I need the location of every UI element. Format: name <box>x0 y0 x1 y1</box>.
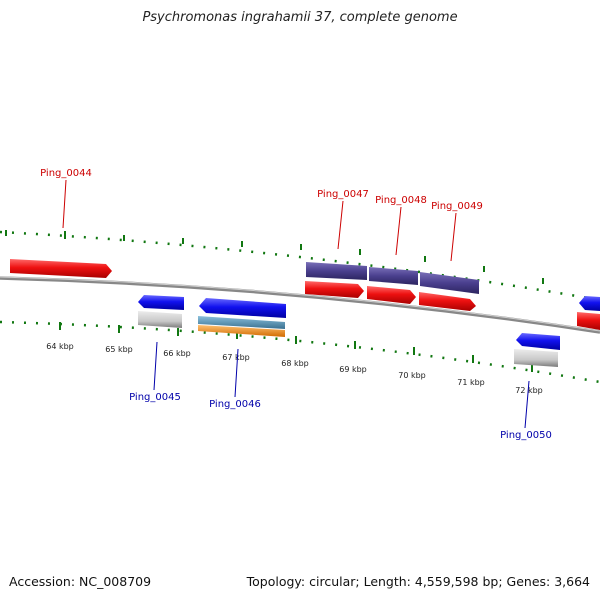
gene-label-ping-0044[interactable]: Ping_0044 <box>40 168 92 179</box>
gene-label-ping-0050[interactable]: Ping_0050 <box>500 430 552 441</box>
genome-title: Psychromonas ingrahamii 37, complete gen… <box>142 10 458 25</box>
gene-arrow-offscreen[interactable] <box>577 312 600 330</box>
gene-arrow-ping-0050[interactable] <box>516 333 560 350</box>
scale-tick-label: 64 kbp <box>46 342 74 351</box>
gene-arrow-ping-0046[interactable] <box>199 298 286 318</box>
cds-block-ping-0047[interactable] <box>306 262 367 280</box>
genome-backbone <box>0 276 600 334</box>
gene-arrow-ping-0044[interactable] <box>10 259 112 278</box>
scale-tick-label: 72 kbp <box>515 386 543 395</box>
gene-labels: Ping_0044 Ping_0047 Ping_0048 Ping_0049 … <box>40 168 552 441</box>
scale-tick-label: 67 kbp <box>222 353 250 362</box>
grey-feature-ping-0045 <box>138 311 182 328</box>
gene-label-ping-0046[interactable]: Ping_0046 <box>209 399 261 410</box>
scale-tick-label: 69 kbp <box>339 365 367 374</box>
cds-block-ping-0049[interactable] <box>420 272 479 294</box>
gene-label-ping-0048[interactable]: Ping_0048 <box>375 195 427 206</box>
gene-arrow-ping-0048[interactable] <box>367 286 416 304</box>
gene-arrow-ping-0047[interactable] <box>305 281 364 298</box>
orange-feature-ping-0046 <box>198 325 285 337</box>
scale-tick-label: 66 kbp <box>163 349 191 358</box>
scale-tick-label: 65 kbp <box>105 345 133 354</box>
cds-block-ping-0048[interactable] <box>369 267 418 285</box>
scale-tick-label: 71 kbp <box>457 378 485 387</box>
gene-label-ping-0047[interactable]: Ping_0047 <box>317 189 369 200</box>
leader-lines <box>62 179 530 429</box>
gene-label-ping-0045[interactable]: Ping_0045 <box>129 392 181 403</box>
scale-tick-label: 70 kbp <box>398 371 426 380</box>
lower-scale-track: 64 kbp 65 kbp 66 kbp 67 kbp 68 kbp 69 kb… <box>0 320 600 395</box>
grey-feature-ping-0050 <box>514 349 558 367</box>
forward-features <box>10 259 600 330</box>
gene-label-ping-0049[interactable]: Ping_0049 <box>431 201 483 212</box>
upper-scale-track <box>0 230 600 302</box>
genome-summary: Topology: circular; Length: 4,559,598 bp… <box>246 574 590 589</box>
accession-info: Accession: NC_008709 <box>9 574 152 589</box>
gene-arrow-ping-0049[interactable] <box>419 292 476 311</box>
gene-arrow-ping-0045[interactable] <box>138 295 184 310</box>
reverse-features <box>138 295 600 367</box>
gene-arrow-offscreen-reverse[interactable] <box>579 296 600 311</box>
teal-feature-ping-0046 <box>198 316 285 329</box>
scale-tick-label: 68 kbp <box>281 359 309 368</box>
